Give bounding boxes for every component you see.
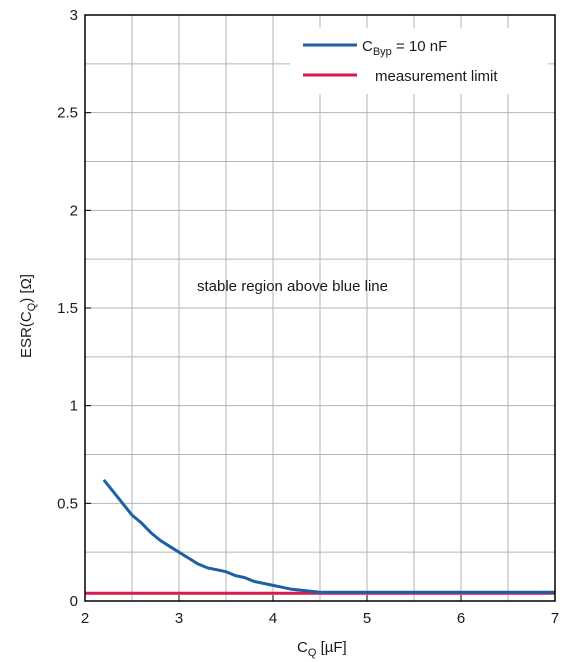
y-tick-label: 0.5 [57,495,78,512]
legend-cbyp-rest: = 10 nF [392,38,447,55]
y-label-sub: Q [26,302,38,311]
x-tick-label: 2 [81,610,89,627]
y-tick-label: 2 [70,202,78,219]
series-layer [85,478,555,595]
y-tick-label: 3 [70,7,78,24]
legend-box [290,28,548,94]
x-tick-label: 6 [457,610,465,627]
legend: CByp = 10 nF measurement limit [290,28,548,94]
y-label-rest: ) [Ω] [18,274,35,303]
x-label-main: C [297,639,308,656]
grid [84,14,556,602]
x-tick-label: 5 [363,610,371,627]
legend-label-measurement-limit: measurement limit [375,68,498,85]
legend-label-cbyp: CByp = 10 nF [362,38,447,58]
x-label-sub: Q [308,647,317,659]
series-line-cbyp-10nf [102,478,555,594]
tick-labels: 2 3 4 5 6 7 0 0.5 1 1.5 2 2.5 3 [57,7,559,627]
x-axis-label: CQ [µF] [297,639,347,659]
legend-cbyp-sub: Byp [373,46,392,58]
x-tick-label: 4 [269,610,277,627]
y-tick-label: 1.5 [57,300,78,317]
annotation-stable-region: stable region above blue line [197,278,388,295]
legend-cbyp-main: C [362,38,373,55]
y-tick-label: 1 [70,398,78,415]
x-label-rest: [µF] [316,639,346,656]
legend-limit-rest: measurement limit [375,68,498,85]
y-tick-label: 2.5 [57,105,78,122]
y-axis-label: ESR(CQ) [Ω] [18,274,38,358]
y-label-main: ESR(C [18,311,35,358]
y-tick-label: 0 [70,593,78,610]
x-tick-label: 7 [551,610,559,627]
x-tick-label: 3 [175,610,183,627]
